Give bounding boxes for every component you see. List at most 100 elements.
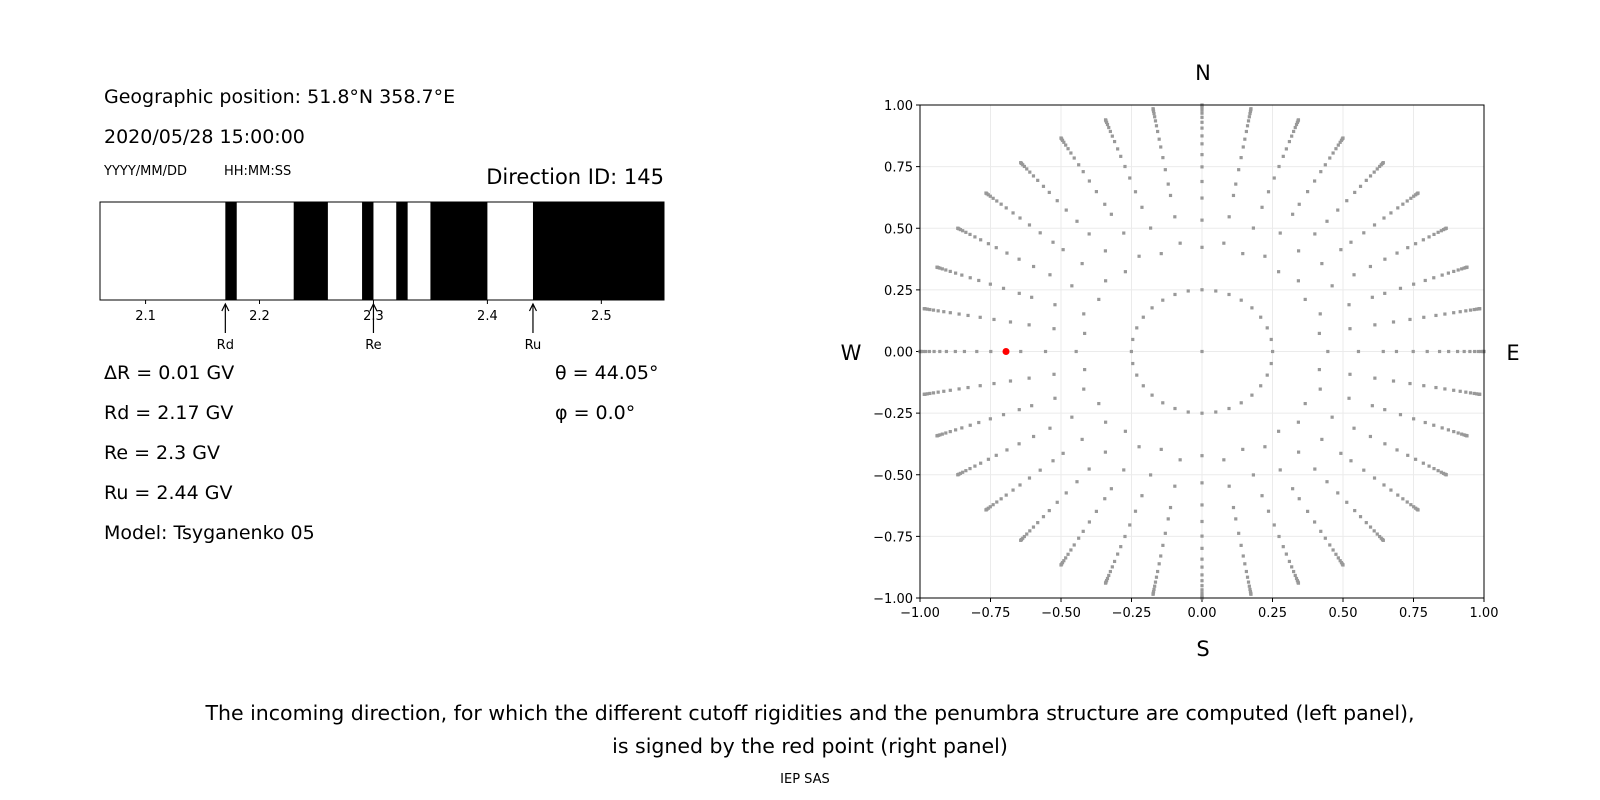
direction-point <box>1412 417 1416 421</box>
direction-point <box>1269 337 1273 342</box>
direction-point <box>1306 509 1310 513</box>
direction-point <box>1353 190 1357 195</box>
direction-point <box>1070 415 1074 419</box>
direction-point <box>940 432 944 436</box>
direction-point <box>1248 587 1252 591</box>
direction-point <box>1072 156 1076 160</box>
direction-point <box>1406 246 1410 250</box>
direction-point <box>1200 579 1204 583</box>
direction-point <box>1405 199 1409 203</box>
direction-point <box>1075 480 1079 484</box>
direction-point <box>1352 426 1356 430</box>
direction-point <box>984 508 988 512</box>
direction-point <box>1358 184 1363 188</box>
direction-point <box>1074 349 1078 354</box>
direction-point <box>1398 413 1403 417</box>
direction-point <box>1455 349 1460 354</box>
direction-point <box>1133 509 1138 513</box>
y-tick-label: 1.00 <box>884 99 913 114</box>
direction-point <box>1394 349 1399 354</box>
direction-point <box>979 238 983 242</box>
direction-point <box>1161 401 1165 405</box>
direction-point <box>1266 190 1271 194</box>
direction-point <box>1412 282 1416 286</box>
direction-point <box>1303 297 1307 302</box>
direction-point <box>1154 124 1159 128</box>
direction-point <box>1064 143 1068 147</box>
direction-point <box>1041 515 1046 519</box>
direction-point <box>1296 450 1301 454</box>
direction-point <box>1036 178 1040 182</box>
direction-point <box>1373 376 1377 380</box>
direction-point <box>1140 494 1144 498</box>
direction-point <box>1200 179 1204 184</box>
direction-point <box>1468 391 1473 395</box>
time-format-label: HH:MM:SS <box>224 164 292 179</box>
direction-point <box>1383 291 1387 295</box>
x-tick-label: 2.2 <box>249 309 270 324</box>
direction-point <box>1017 291 1021 295</box>
compass-east: E <box>1506 341 1519 365</box>
direction-point <box>1341 563 1345 567</box>
direction-point <box>1051 459 1055 463</box>
direction-point <box>1460 432 1464 436</box>
direction-point <box>1239 298 1243 302</box>
direction-point <box>1265 373 1269 377</box>
direction-point <box>1250 306 1254 310</box>
direction-point <box>1259 315 1263 319</box>
direction-point <box>1468 349 1472 354</box>
direction-point <box>1389 211 1393 215</box>
direction-point <box>1446 271 1450 275</box>
direction-point <box>1150 393 1154 397</box>
direction-point <box>1031 174 1036 178</box>
direction-point <box>1437 349 1442 354</box>
direction-point <box>1036 521 1040 525</box>
direction-point <box>1123 534 1127 539</box>
direction-point <box>1153 584 1157 588</box>
direction-point <box>1313 520 1317 524</box>
direction-point <box>1011 211 1015 215</box>
direction-point <box>1409 503 1413 507</box>
direction-point <box>1069 151 1073 155</box>
direction-point <box>1200 557 1204 561</box>
direction-point <box>1222 458 1226 462</box>
direction-point <box>1381 161 1385 165</box>
direction-point <box>1345 199 1349 203</box>
direction-point <box>1214 289 1218 293</box>
direction-point <box>1070 284 1074 288</box>
direction-point <box>1051 240 1055 244</box>
direction-point <box>1022 534 1026 539</box>
direction-point <box>1030 295 1034 299</box>
direction-point <box>1370 404 1374 408</box>
direction-point <box>942 389 946 393</box>
direction-point <box>938 266 942 270</box>
direction-point <box>977 278 981 283</box>
direction-point <box>968 232 972 237</box>
direction-point <box>924 349 928 354</box>
direction-point <box>1381 538 1385 542</box>
caption-line-2: is signed by the red point (right panel) <box>612 734 1008 758</box>
direction-point <box>1028 170 1032 174</box>
direction-point <box>1458 389 1462 393</box>
direction-point <box>1347 396 1351 400</box>
direction-point <box>1140 205 1144 209</box>
direction-point <box>1383 408 1387 412</box>
direction-point <box>1465 434 1469 438</box>
direction-point <box>989 349 993 354</box>
direction-point <box>1053 303 1057 307</box>
direction-point <box>991 196 995 200</box>
direction-point <box>978 384 982 388</box>
direction-point <box>1245 575 1250 579</box>
direction-point <box>935 265 939 269</box>
direction-point <box>1251 226 1255 230</box>
direction-point <box>1222 241 1226 245</box>
direction-point <box>1082 387 1086 391</box>
direction-point <box>1452 269 1456 274</box>
compass-west: W <box>841 341 862 365</box>
direction-point <box>1339 451 1343 455</box>
direction-point <box>1081 529 1085 533</box>
direction-point <box>994 453 998 457</box>
direction-point <box>925 392 929 396</box>
direction-point <box>1243 137 1247 141</box>
y-tick-label: −0.75 <box>873 530 913 545</box>
